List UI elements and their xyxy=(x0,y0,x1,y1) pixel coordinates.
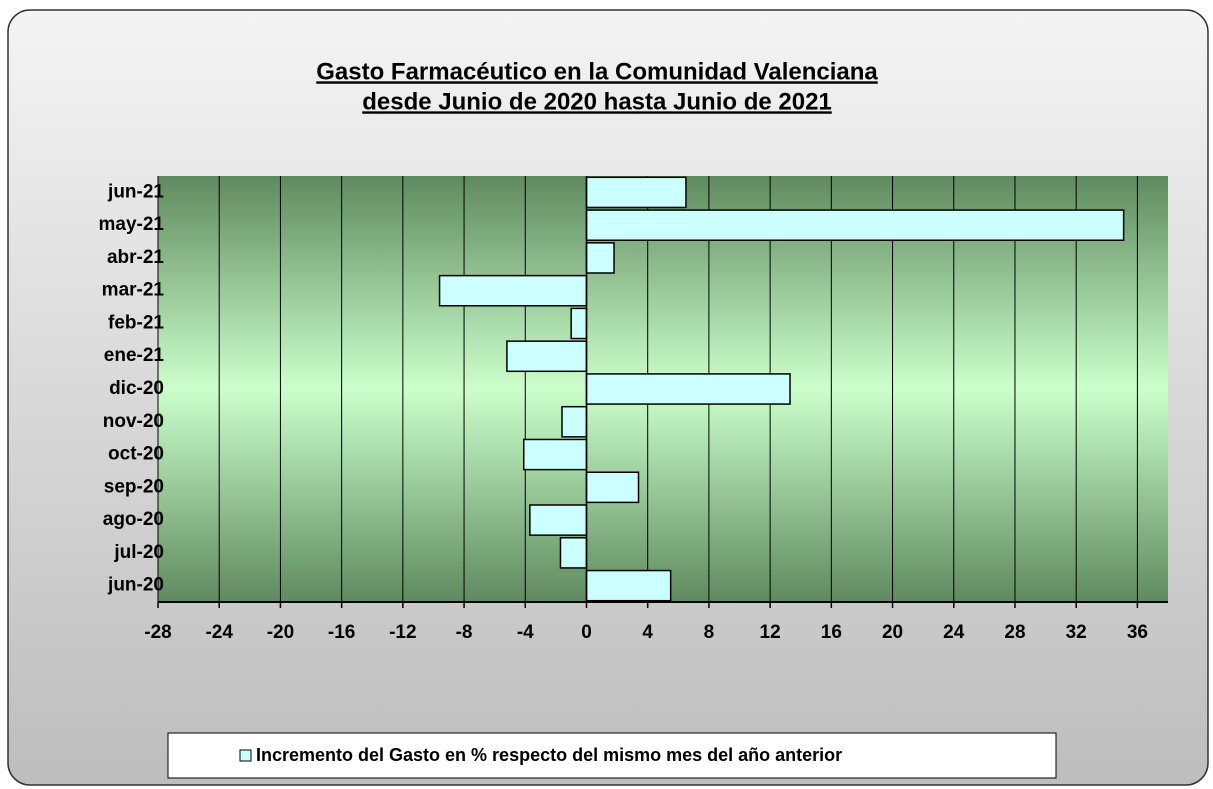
bar xyxy=(522,438,588,471)
y-tick-label: mar-21 xyxy=(102,280,165,301)
legend-swatch xyxy=(239,749,252,762)
x-tick-label: 4 xyxy=(642,622,653,643)
x-tick-label: 36 xyxy=(1127,622,1148,643)
chart-subtitle: desde Junio de 2020 hasta Junio de 2021 xyxy=(362,88,832,115)
x-tick-label: 24 xyxy=(943,622,965,643)
y-tick-label: feb-21 xyxy=(108,312,164,333)
x-tick-label: 16 xyxy=(821,622,842,643)
bar xyxy=(585,242,615,274)
chart-title: Gasto Farmacéutico en la Comunidad Valen… xyxy=(316,58,878,85)
bar xyxy=(506,340,588,373)
y-tick-label: abr-21 xyxy=(107,247,164,268)
bar xyxy=(438,274,588,307)
bar xyxy=(585,471,640,504)
y-tick-label: sep-20 xyxy=(104,476,164,497)
x-tick-label: 8 xyxy=(704,622,715,643)
bar xyxy=(529,504,588,536)
bar xyxy=(561,405,588,438)
y-tick-label: may-21 xyxy=(99,214,165,235)
bar xyxy=(559,537,588,569)
bar xyxy=(585,176,687,209)
y-tick-label: jun-21 xyxy=(107,181,164,202)
x-tick-label: -8 xyxy=(456,622,473,643)
y-tick-label: ago-20 xyxy=(103,509,164,530)
x-tick-label: 0 xyxy=(581,622,592,643)
x-tick-label: 32 xyxy=(1066,622,1087,643)
y-tick-label: nov-20 xyxy=(103,411,164,432)
y-tick-label: dic-20 xyxy=(109,378,164,399)
x-tick-label: -16 xyxy=(328,622,355,643)
y-tick-label: jun-20 xyxy=(107,575,164,596)
bar xyxy=(585,373,791,405)
x-tick-label: -20 xyxy=(267,622,294,643)
x-tick-label: 20 xyxy=(882,622,903,643)
bar xyxy=(585,569,672,602)
x-tick-label: -24 xyxy=(205,622,233,643)
y-tick-label: oct-20 xyxy=(108,444,164,465)
y-tick-label: ene-21 xyxy=(104,345,165,366)
x-tick-label: -4 xyxy=(517,622,534,643)
legend-label: Incremento del Gasto en % respecto del m… xyxy=(256,745,842,765)
x-tick-label: 12 xyxy=(760,622,781,643)
legend xyxy=(167,732,1057,779)
x-tick-label: -28 xyxy=(144,622,171,643)
x-tick-label: -12 xyxy=(389,622,416,643)
bar xyxy=(570,307,588,340)
bar xyxy=(585,209,1125,241)
y-tick-label: jul-20 xyxy=(113,542,164,563)
x-tick-label: 28 xyxy=(1004,622,1025,643)
